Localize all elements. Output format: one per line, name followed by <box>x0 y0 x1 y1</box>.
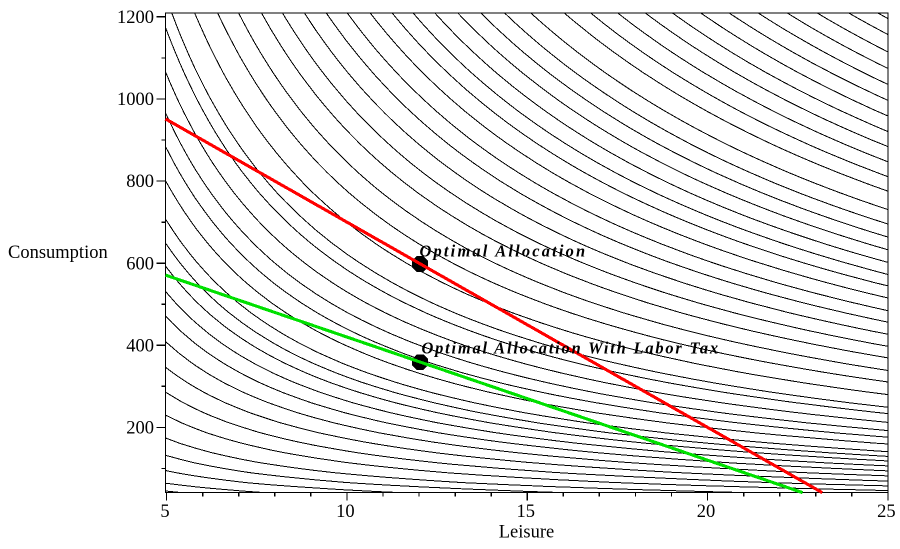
svg-text:Optimal Allocation With Labor: Optimal Allocation With Labor Tax <box>422 339 720 358</box>
svg-text:Consumption: Consumption <box>8 243 108 263</box>
svg-text:15: 15 <box>516 502 535 522</box>
svg-text:600: 600 <box>126 254 154 274</box>
svg-text:5: 5 <box>160 502 169 522</box>
svg-text:Optimal Allocation: Optimal Allocation <box>420 241 588 260</box>
svg-text:200: 200 <box>126 419 154 439</box>
svg-text:20: 20 <box>697 502 716 522</box>
svg-text:Leisure: Leisure <box>499 523 554 543</box>
svg-text:400: 400 <box>126 336 154 356</box>
svg-text:800: 800 <box>126 172 154 192</box>
svg-text:1200: 1200 <box>117 8 154 28</box>
svg-text:25: 25 <box>877 502 896 522</box>
svg-text:1000: 1000 <box>117 90 154 110</box>
svg-text:10: 10 <box>336 502 355 522</box>
